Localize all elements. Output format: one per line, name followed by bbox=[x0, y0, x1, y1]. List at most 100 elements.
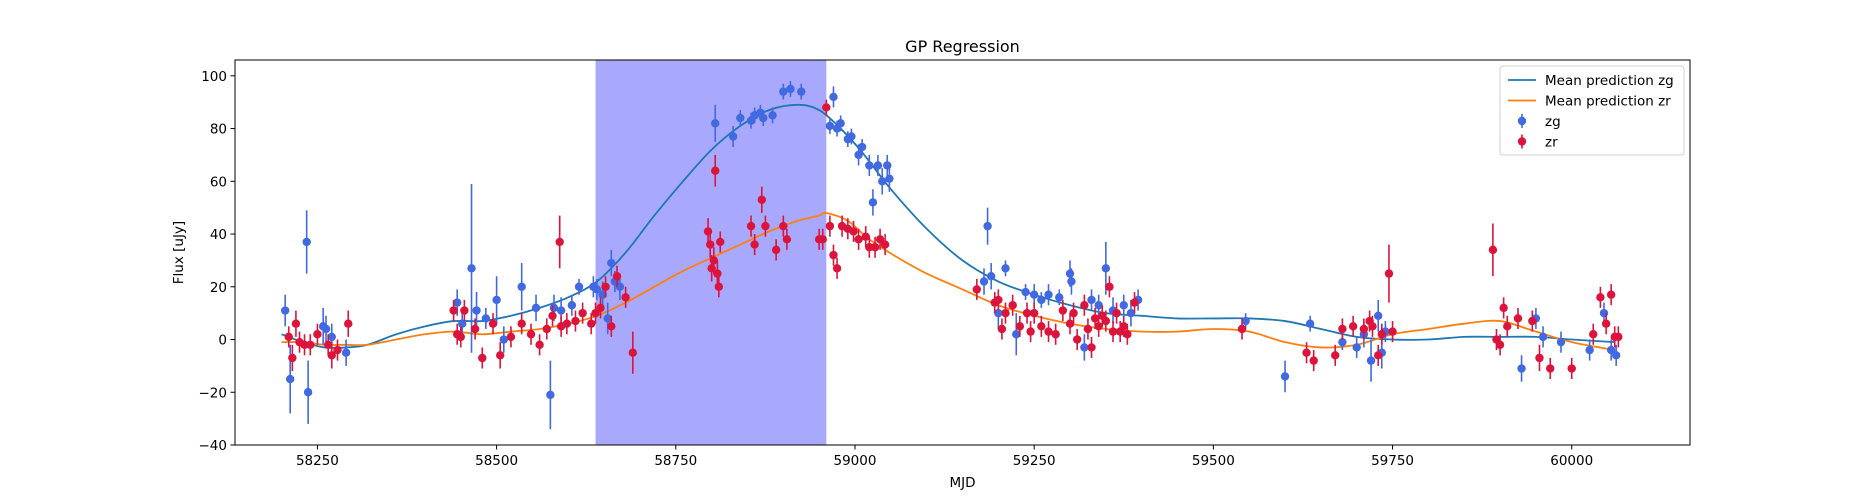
zr-point bbox=[1069, 308, 1078, 318]
y-tick-label: 100 bbox=[201, 69, 227, 85]
zr-point bbox=[1083, 324, 1093, 334]
zr-point bbox=[1130, 298, 1139, 307]
y-tick-label: 20 bbox=[210, 280, 227, 296]
zg-point bbox=[321, 324, 331, 334]
zr-point bbox=[1359, 324, 1369, 334]
zg-point bbox=[1374, 311, 1383, 320]
zr-point bbox=[757, 195, 767, 204]
zg-point bbox=[1065, 269, 1075, 278]
zr-point bbox=[1374, 351, 1383, 360]
zr-point bbox=[1029, 308, 1039, 318]
zr-point bbox=[1026, 327, 1035, 336]
zg-point bbox=[1044, 290, 1053, 299]
zr-point bbox=[714, 282, 724, 291]
zr-point bbox=[1499, 303, 1508, 313]
zg-point bbox=[728, 132, 738, 141]
zg-point bbox=[1366, 356, 1376, 365]
x-tick-label: 58750 bbox=[654, 453, 697, 469]
zg-point bbox=[1080, 343, 1089, 352]
zg-point bbox=[592, 285, 602, 294]
zg-point bbox=[1585, 345, 1594, 355]
zg-point bbox=[1055, 293, 1064, 302]
zr-point bbox=[596, 303, 605, 313]
zr-point bbox=[456, 332, 465, 342]
zg-point bbox=[865, 161, 874, 170]
zg-point bbox=[1067, 277, 1076, 286]
zg-point bbox=[873, 161, 883, 170]
zr-point bbox=[818, 235, 827, 244]
x-axis-title: MJD bbox=[949, 475, 975, 491]
zg-point bbox=[1556, 337, 1566, 347]
legend-entry-zg-line-label: Mean prediction zg bbox=[1545, 73, 1674, 89]
zr-point bbox=[1614, 332, 1623, 342]
x-tick-label: 59500 bbox=[1192, 453, 1235, 469]
zg-point bbox=[1037, 295, 1046, 305]
zr-point bbox=[832, 264, 842, 273]
zr-point bbox=[449, 306, 458, 315]
zr-point bbox=[306, 340, 315, 349]
zr-point bbox=[555, 237, 564, 247]
zr-point bbox=[1368, 322, 1377, 331]
zr-point bbox=[470, 324, 480, 334]
legend-entry-zr-line-label: Mean prediction zr bbox=[1545, 94, 1671, 110]
zr-point bbox=[1008, 301, 1017, 310]
zr-point bbox=[333, 345, 342, 355]
zr-point bbox=[1495, 340, 1505, 349]
zr-point bbox=[1119, 322, 1128, 331]
zr-point bbox=[1037, 322, 1046, 331]
zg-point bbox=[979, 277, 989, 286]
zr-point bbox=[771, 245, 781, 255]
zr-point bbox=[997, 324, 1007, 334]
zr-point bbox=[1503, 322, 1512, 331]
legend-entry-zg-label: zg bbox=[1545, 114, 1561, 130]
zg-point bbox=[885, 174, 894, 183]
zr-point bbox=[495, 351, 505, 360]
zr-point bbox=[829, 250, 838, 260]
zr-point bbox=[875, 235, 885, 244]
zg-point bbox=[472, 306, 481, 315]
zr-point bbox=[1348, 322, 1358, 331]
zg-point bbox=[517, 282, 526, 291]
zr-point bbox=[1589, 330, 1598, 339]
zr-point bbox=[291, 319, 301, 328]
zg-point bbox=[546, 390, 555, 400]
legend-entry-zr-swatch bbox=[1517, 137, 1527, 146]
zg-point bbox=[825, 121, 835, 131]
zr-point bbox=[746, 221, 756, 231]
zr-point bbox=[517, 319, 526, 328]
zg-point bbox=[285, 374, 295, 384]
zr-point bbox=[548, 311, 557, 320]
zg-point bbox=[1126, 308, 1136, 318]
zg-point bbox=[847, 132, 856, 141]
zr-point bbox=[542, 324, 551, 334]
zr-point bbox=[779, 221, 788, 231]
zg-point bbox=[1241, 316, 1250, 326]
zg-point bbox=[994, 308, 1003, 318]
plot-area: 58250 58500 58750 59000 59250 59500 59750 60000… bbox=[199, 59, 1691, 469]
zr-point bbox=[1546, 364, 1555, 373]
zg-point bbox=[836, 119, 845, 128]
zr-point bbox=[1108, 327, 1118, 336]
zr-point bbox=[587, 319, 596, 328]
zg-point bbox=[1517, 364, 1526, 373]
zr-point bbox=[716, 237, 725, 247]
zr-point bbox=[526, 330, 536, 339]
zg-point bbox=[607, 258, 616, 268]
zg-point bbox=[983, 221, 992, 231]
zg-point bbox=[779, 87, 788, 96]
zr-point bbox=[711, 166, 720, 175]
zr-point bbox=[854, 235, 863, 244]
data-layer bbox=[280, 81, 1623, 430]
zr-point bbox=[1488, 245, 1498, 255]
zg-point bbox=[452, 298, 462, 307]
zg-point bbox=[1305, 319, 1315, 328]
zg-point bbox=[481, 314, 491, 323]
zg-point bbox=[1280, 372, 1290, 381]
y-tick-label: −20 bbox=[199, 385, 228, 401]
zr-point bbox=[822, 103, 831, 112]
zr-point bbox=[706, 240, 715, 249]
zr-point bbox=[601, 282, 610, 291]
zg-point bbox=[567, 301, 577, 310]
x-tick-label: 59000 bbox=[834, 453, 877, 469]
zr-point bbox=[1601, 319, 1611, 328]
